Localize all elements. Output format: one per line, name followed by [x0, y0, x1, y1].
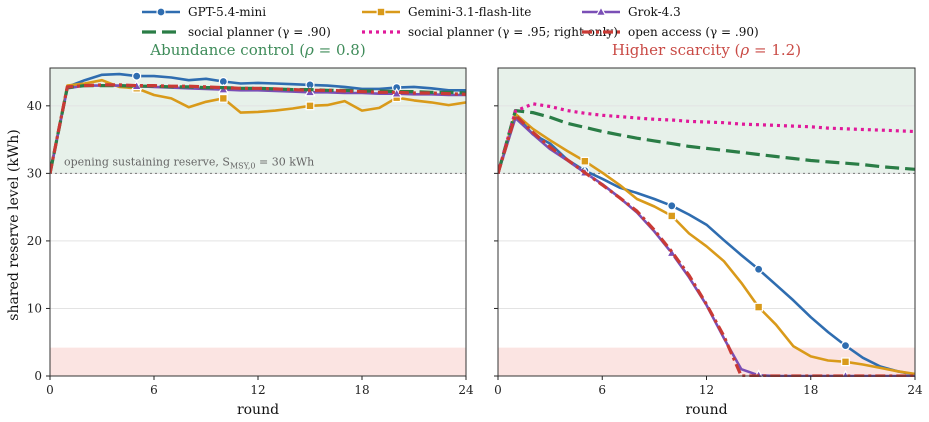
x-tick-label: 6	[598, 383, 606, 397]
x-tick-label: 24	[907, 383, 923, 397]
sustainable-band	[498, 68, 915, 174]
x-axis-title: round	[685, 402, 727, 418]
x-tick-label: 24	[458, 383, 474, 397]
data-point	[841, 357, 850, 367]
legend-marker	[156, 7, 166, 17]
legend-label: GPT-5.4-mini	[188, 5, 266, 19]
y-tick-label: 30	[27, 166, 42, 180]
data-point	[132, 71, 142, 81]
data-point	[667, 211, 677, 221]
collapse-band	[50, 347, 466, 376]
legend-entry: GPT-5.4-mini	[142, 5, 266, 19]
legend-label: social planner (γ = .95; right only)	[408, 25, 618, 39]
data-point	[580, 156, 590, 166]
legend-entry: open access (γ = .90)	[582, 25, 759, 39]
data-point	[754, 264, 764, 274]
legend: GPT-5.4-mini Gemini-3.1-flash-lite Grok-4.…	[142, 5, 759, 39]
legend-label: Gemini-3.1-flash-lite	[408, 5, 531, 19]
y-axis-title: shared reserve level (kWh)	[6, 129, 22, 320]
x-tick-label: 18	[803, 383, 818, 397]
legend-label: social planner (γ = .90)	[188, 25, 331, 39]
x-tick-label: 0	[46, 383, 54, 397]
data-point	[218, 93, 228, 103]
panel-abundance: Abundance control (ρ = 0.8) 0 10 20 30 40 open…	[27, 41, 474, 418]
panel-scarcity: Higher scarcity (ρ = 1.2) 0 6 12 18 24 round	[494, 41, 923, 418]
series-group	[50, 71, 466, 174]
series-line	[498, 108, 915, 174]
data-point	[667, 201, 677, 211]
panel-title: Abundance control (ρ = 0.8)	[149, 41, 365, 59]
data-point	[840, 341, 851, 351]
y-tick-label: 0	[34, 369, 42, 383]
y-tick-label: 40	[27, 99, 42, 113]
y-tick-label: 10	[27, 301, 42, 315]
legend-marker	[376, 7, 386, 17]
legend-entry: social planner (γ = .90)	[142, 25, 331, 39]
x-tick-label: 18	[354, 383, 369, 397]
data-point	[305, 101, 315, 111]
x-tick-label: 12	[250, 383, 265, 397]
panels: Abundance control (ρ = 0.8) 0 10 20 30 40 open…	[27, 41, 923, 418]
reference-annotation: opening sustaining reserve, SMSY,0 = 30 …	[64, 155, 314, 170]
x-tick-label: 0	[494, 383, 502, 397]
x-axis-title: round	[237, 402, 279, 418]
series-line	[50, 83, 466, 174]
y-tick-label: 20	[27, 234, 42, 248]
panel-title: Higher scarcity (ρ = 1.2)	[612, 41, 801, 59]
legend-entry: Grok-4.3	[582, 5, 681, 19]
legend-entry: social planner (γ = .95; right only)	[362, 25, 618, 39]
legend-entry: Gemini-3.1-flash-lite	[362, 5, 531, 19]
legend-marker	[595, 5, 607, 16]
legend-label: open access (γ = .90)	[628, 25, 759, 39]
legend-label: Grok-4.3	[628, 5, 681, 19]
series-line	[498, 113, 915, 377]
data-point	[666, 247, 678, 258]
x-tick-label: 12	[699, 383, 714, 397]
x-tick-label: 6	[150, 383, 158, 397]
data-point	[754, 302, 764, 312]
